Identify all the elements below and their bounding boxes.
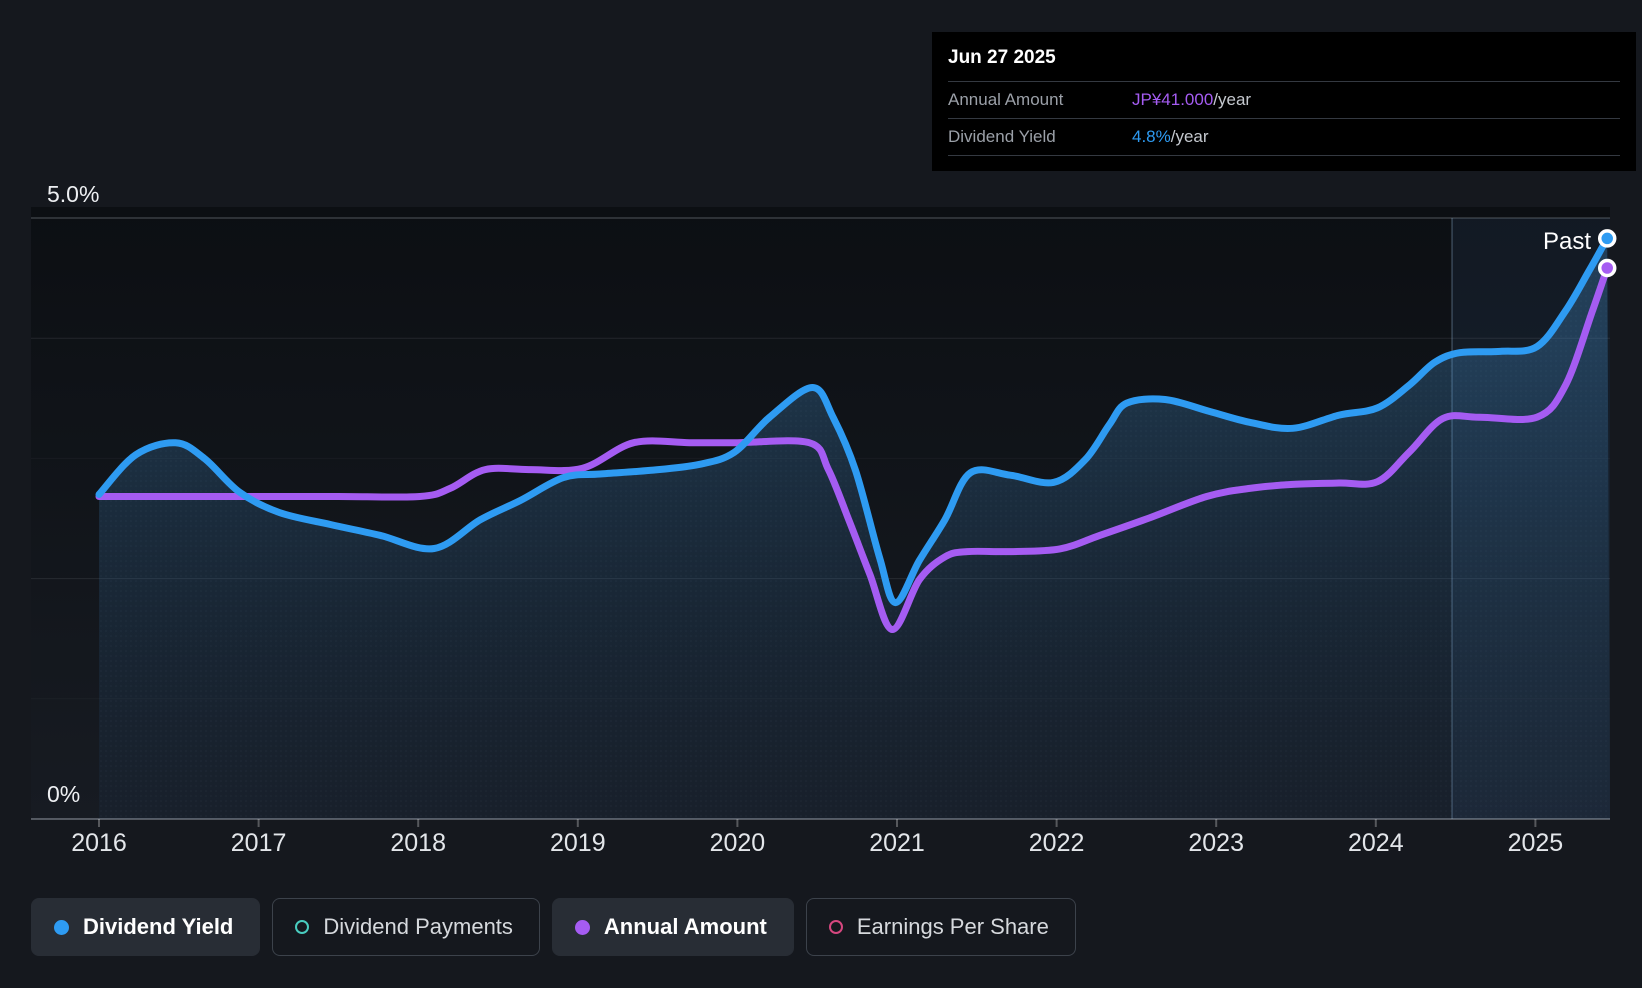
series-marker-ring-icon — [295, 920, 310, 934]
x-axis-year-label-2018: 2018 — [390, 829, 446, 857]
series-marker-dot-icon — [574, 919, 590, 935]
series-marker-dot-icon — [54, 919, 69, 935]
x-axis-year-label-2024: 2024 — [1347, 829, 1404, 857]
x-axis-year-label-2025: 2025 — [1507, 829, 1564, 857]
legend-dividend-yield[interactable]: Dividend Yield — [31, 898, 261, 956]
x-axis-year-label-2022: 2022 — [1028, 829, 1085, 857]
tooltip-row-suffix: /year — [1213, 90, 1252, 109]
x-axis-year-label-2019: 2019 — [549, 829, 606, 857]
chart-tooltip: Jun 27 2025 Annual Amount JP¥41.000/year D… — [932, 32, 1636, 171]
tooltip-row-value: 4.8% — [1132, 127, 1171, 146]
legend-dividend-payments[interactable]: Dividend Payments — [272, 898, 540, 956]
legend-annual-amount[interactable]: Annual Amount — [551, 898, 794, 956]
dividend-yield-line — [95, 234, 1611, 607]
tooltip-row-label: Dividend Yield — [948, 127, 1056, 146]
tooltip-rows: Annual Amount JP¥41.000/year Dividend Yiel… — [948, 81, 1620, 156]
tooltip-date: Jun 27 2025 — [948, 47, 1056, 68]
x-axis-year-label-2020: 2020 — [709, 829, 766, 857]
x-axis-year-label-2021: 2021 — [869, 829, 925, 857]
tooltip-row-suffix: /year — [1170, 127, 1209, 146]
y-axis-label-top: 5.0% — [47, 181, 100, 207]
tooltip-row-annual-amount: Annual Amount JP¥41.000/year — [948, 81, 1620, 118]
x-axis-year-label-2023: 2023 — [1188, 829, 1244, 857]
x-axis-year-label-2016: 2016 — [71, 829, 127, 857]
x-axis-year-label-2017: 2017 — [230, 829, 287, 857]
series-marker-ring-icon — [828, 920, 843, 934]
legend-label: Annual Amount — [603, 914, 767, 939]
past-label: Past — [1543, 228, 1592, 255]
legend-label: Dividend Yield — [83, 914, 234, 939]
legend-label: Earnings Per Share — [856, 914, 1049, 939]
chart-legend: Dividend Yield Dividend Payments Annual Am… — [31, 898, 1076, 956]
annual-amount-line — [95, 264, 1611, 633]
legend-earnings-per-share[interactable]: Earnings Per Share — [805, 898, 1076, 956]
y-axis-label-bottom: 0% — [47, 781, 81, 807]
tooltip-row-value: JP¥41.000 — [1132, 90, 1214, 109]
dividend-yield-end-marker — [1597, 229, 1617, 248]
tooltip-row-label: Annual Amount — [948, 90, 1064, 109]
tooltip-row-dividend-yield: Dividend Yield 4.8%/year — [948, 118, 1620, 156]
annual-amount-end-marker — [1597, 258, 1617, 278]
legend-label: Dividend Payments — [323, 914, 513, 939]
